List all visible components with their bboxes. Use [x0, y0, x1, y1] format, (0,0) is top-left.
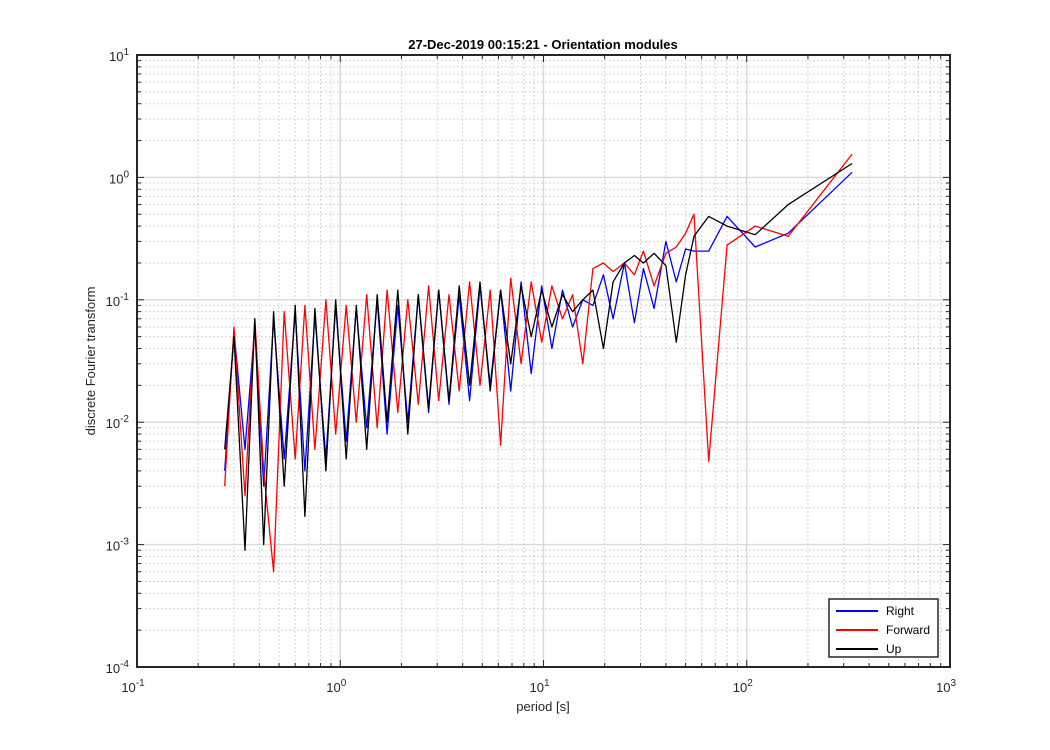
- axis-ticks: [136, 54, 951, 668]
- y-tick-label-base: 10: [109, 171, 123, 186]
- x-tick-label-exponent: 2: [747, 678, 753, 689]
- x-tick-label-base: 10: [121, 680, 135, 695]
- y-tick-label: 10-1: [106, 292, 130, 309]
- series-layer: [224, 153, 853, 573]
- y-tick-label-exponent: 1: [123, 47, 129, 58]
- y-tick-label: 10-4: [106, 659, 130, 676]
- legend-items: Right Forward Up: [836, 604, 930, 656]
- x-tick-label-base: 10: [529, 680, 543, 695]
- series-line-up: [224, 162, 853, 551]
- x-tick-label-base: 10: [733, 680, 747, 695]
- y-tick-label-base: 10: [106, 416, 120, 431]
- x-tick-label: 102: [733, 678, 753, 695]
- y-tick-label-exponent: -2: [120, 414, 129, 425]
- y-tick-label: 100: [109, 169, 129, 186]
- x-tick-label-base: 10: [936, 680, 950, 695]
- y-tick-label: 101: [109, 47, 129, 64]
- x-tick-label: 100: [326, 678, 346, 695]
- chart-title: 27-Dec-2019 00:15:21 - Orientation modul…: [408, 37, 678, 52]
- legend: Right Forward Up: [828, 598, 939, 658]
- x-tick-label-base: 10: [326, 680, 340, 695]
- y-tick-label-exponent: -1: [120, 292, 129, 303]
- legend-label-up: Up: [886, 642, 902, 656]
- x-tick-label: 103: [936, 678, 956, 695]
- legend-label-right: Right: [886, 604, 915, 618]
- x-tick-label-exponent: 3: [950, 678, 956, 689]
- x-tick-label-exponent: -1: [136, 678, 145, 689]
- x-axis-label: period [s]: [516, 699, 569, 714]
- y-tick-label-exponent: -4: [120, 659, 129, 670]
- y-tick-label-exponent: 0: [123, 169, 129, 180]
- y-tick-label: 10-3: [106, 537, 130, 554]
- legend-label-forward: Forward: [886, 623, 930, 637]
- y-tick-label-base: 10: [106, 539, 120, 554]
- x-tick-label: 101: [529, 678, 549, 695]
- x-tick-label-exponent: 1: [544, 678, 550, 689]
- minor-grid: [137, 55, 950, 667]
- legend-box: [828, 598, 939, 658]
- y-tick-label-exponent: -3: [120, 537, 129, 548]
- y-tick-label: 10-2: [106, 414, 130, 431]
- y-tick-label-base: 10: [106, 661, 120, 676]
- y-tick-label-base: 10: [106, 294, 120, 309]
- y-tick-label-base: 10: [109, 49, 123, 64]
- x-tick-labels: 10-1 100 101 102 103: [121, 678, 956, 695]
- y-axis-label: discrete Fourier transform: [83, 287, 98, 436]
- x-tick-label: 10-1: [121, 678, 145, 695]
- x-tick-label-exponent: 0: [341, 678, 347, 689]
